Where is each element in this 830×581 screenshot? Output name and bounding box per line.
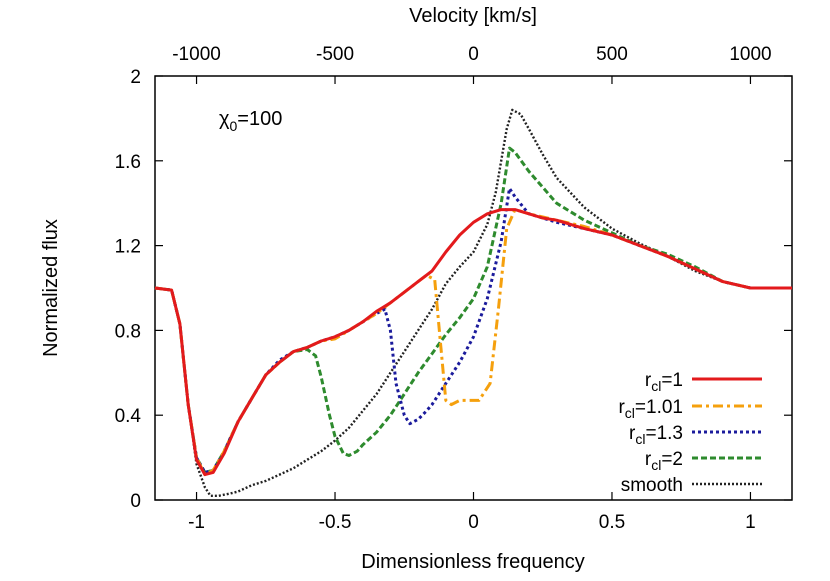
legend-label-tail: =2 — [661, 449, 683, 470]
plot-frame — [154, 75, 793, 501]
series-line-4 — [154, 108, 792, 497]
legend-label-sub: cl — [651, 457, 661, 473]
legend-label-1: rcl=1.01 — [618, 397, 683, 421]
series-line-0 — [154, 208, 792, 477]
legend-label-sub: cl — [625, 405, 635, 421]
y-axis-title: Normalized flux — [40, 219, 62, 357]
y-tick-label: 1.6 — [115, 152, 141, 173]
legend-label-base: r — [645, 370, 652, 391]
chi-subscript: 0 — [230, 118, 238, 134]
legend-label-tail: =1 — [661, 370, 683, 391]
y-tick-label: 1.2 — [115, 237, 141, 258]
legend-label-base: r — [618, 397, 625, 418]
legend-label-base: smooth — [621, 475, 683, 496]
x-tick-label: 1 — [745, 512, 756, 533]
x-axis-ticks: -1 -0.5 0 0.5 1 — [188, 492, 756, 533]
series-line-2 — [154, 186, 792, 474]
legend-label-3: rcl=2 — [645, 449, 683, 473]
legend-label-base: r — [645, 449, 652, 470]
top-axis-ticks: -1000 -500 0 500 1000 — [172, 44, 772, 84]
top-tick-label: 1000 — [729, 44, 771, 65]
top-tick-label: -1000 — [172, 44, 221, 65]
y-tick-label: 0.8 — [115, 321, 141, 342]
legend-label-4: smooth — [621, 475, 683, 496]
x-axis-title: Dimensionless frequency — [361, 551, 584, 573]
x-tick-label: -1 — [188, 512, 205, 533]
top-tick-label: 0 — [468, 44, 479, 65]
x-tick-label: -0.5 — [319, 512, 352, 533]
top-tick-label: -500 — [316, 44, 354, 65]
x-tick-label: 0 — [468, 512, 479, 533]
chi-annotation: χ0=100 — [219, 108, 282, 134]
legend-label-base: r — [629, 423, 636, 444]
x-tick-label: 0.5 — [599, 512, 625, 533]
legend-label-tail: =1.3 — [645, 423, 683, 444]
chi-symbol: χ — [219, 108, 230, 130]
legend-label-sub: cl — [635, 431, 645, 447]
chi-value: =100 — [237, 108, 282, 130]
top-axis-title: Velocity [km/s] — [409, 5, 537, 27]
y-tick-label: 0.4 — [115, 406, 142, 427]
series-line-3 — [154, 146, 792, 474]
legend-label-tail: =1.01 — [635, 397, 683, 418]
top-tick-label: 500 — [596, 44, 628, 65]
series-lines — [154, 108, 792, 497]
y-tick-label: 2 — [130, 67, 141, 88]
series-line-1 — [154, 208, 792, 477]
y-axis-ticks: 0 0.4 0.8 1.2 1.6 2 — [115, 67, 792, 512]
legend-label-sub: cl — [651, 378, 661, 394]
legend-label-0: rcl=1 — [645, 370, 683, 394]
y-tick-label: 0 — [130, 491, 141, 512]
legend-label-2: rcl=1.3 — [629, 423, 683, 447]
